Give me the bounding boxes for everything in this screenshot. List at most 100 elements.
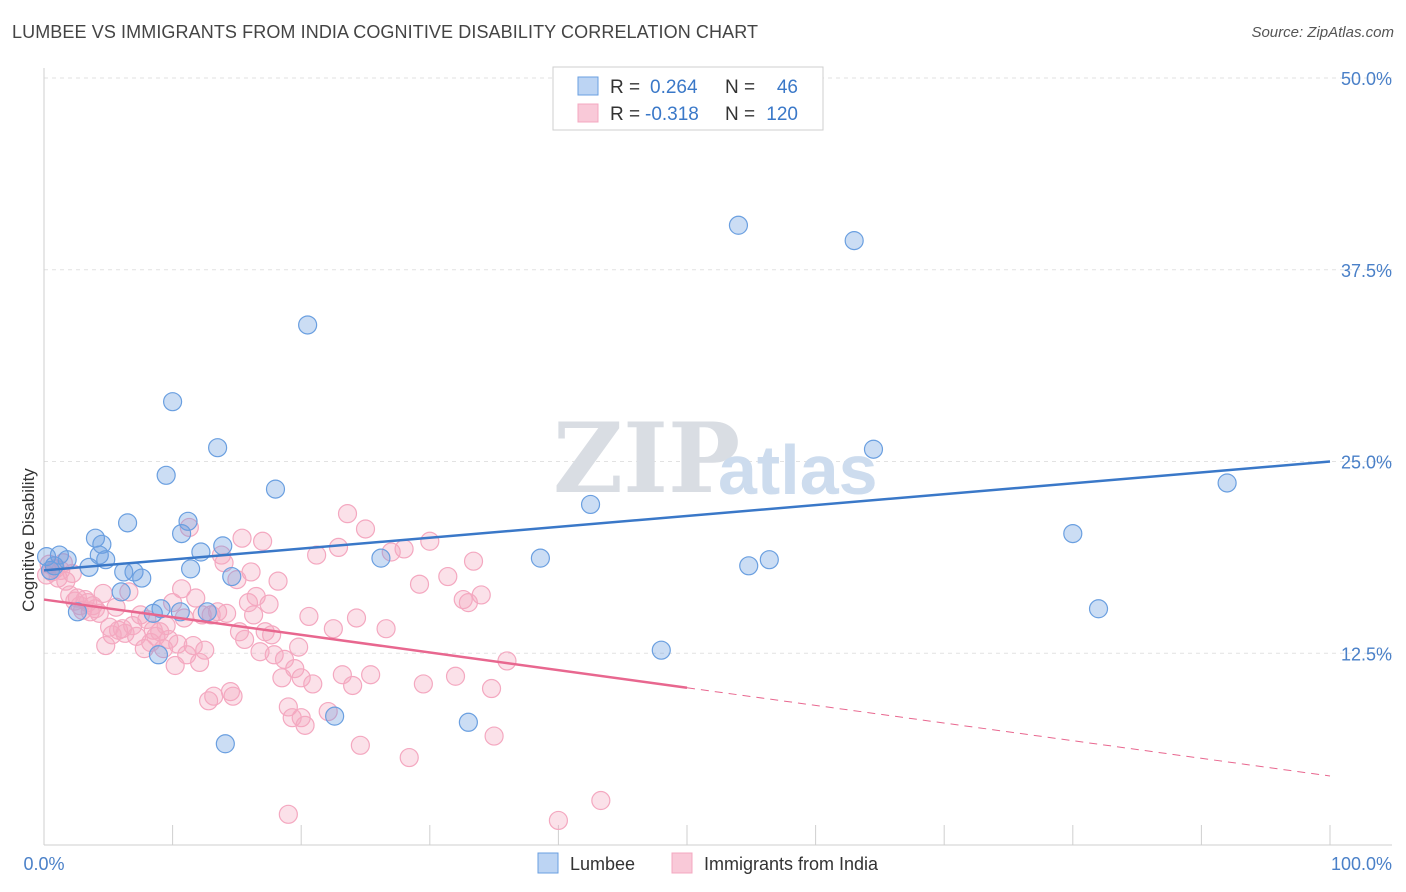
india-point-93 xyxy=(343,675,363,696)
correlation-legend: R = 0.264 N = 46 R = -0.318 N = 120 xyxy=(552,66,824,131)
lumbee-point-15 xyxy=(132,568,152,588)
lumbee-point-45 xyxy=(1088,599,1109,619)
lumbee-point-5 xyxy=(67,602,88,622)
india-point-73 xyxy=(259,594,279,614)
lumbee-point-13 xyxy=(117,513,138,533)
lumbee-trend-line xyxy=(43,460,1331,572)
india-point-38 xyxy=(153,639,174,659)
lumbee-point-19 xyxy=(156,465,176,485)
watermark-zip: ZIP xyxy=(553,402,740,515)
india-point-66 xyxy=(238,593,259,613)
india-point-83 xyxy=(291,668,311,688)
india-point-95 xyxy=(350,735,370,755)
legend-n-value-2: 120 xyxy=(766,104,798,125)
india-point-75 xyxy=(264,645,284,665)
india-point-82 xyxy=(289,637,309,657)
india-point-92 xyxy=(337,504,358,524)
india-point-61 xyxy=(223,686,243,706)
lumbee-point-35 xyxy=(458,712,478,732)
lumbee-point-37 xyxy=(580,494,601,515)
lumbee-point-33 xyxy=(325,706,345,726)
india-point-65 xyxy=(235,629,255,650)
y-tick-label-1: 25.0% xyxy=(1341,453,1392,473)
india-point-90 xyxy=(328,537,349,558)
india-point-48 xyxy=(183,635,203,656)
india-point-20 xyxy=(93,583,113,604)
y-tick-labels: 12.5% 25.0% 37.5% 50.0% xyxy=(1341,69,1392,664)
lumbee-point-36 xyxy=(530,548,550,568)
lumbee-point-29 xyxy=(215,734,235,754)
lumbee-point-27 xyxy=(208,438,228,458)
india-point-107 xyxy=(453,589,473,610)
x-tick-labels: 0.0% 100.0% xyxy=(23,854,1392,874)
india-point-21 xyxy=(96,635,116,656)
lumbee-point-18 xyxy=(151,599,171,619)
india-point-89 xyxy=(323,619,343,639)
source-label: Source: ZipAtlas.com xyxy=(1251,24,1394,41)
y-axis-label: Cognitive Disability xyxy=(19,468,38,612)
lumbee-point-39 xyxy=(728,215,749,235)
x-tick-label-1: 100.0% xyxy=(1331,854,1392,874)
india-point-29 xyxy=(123,616,143,636)
lumbee-point-11 xyxy=(111,582,131,602)
india-point-27 xyxy=(115,623,135,643)
india-point-97 xyxy=(361,665,381,685)
india-point-44 xyxy=(172,579,192,599)
legend-n-label-1: N = xyxy=(725,77,755,98)
bottom-legend-swatch-india xyxy=(671,852,693,874)
india-trend-line-solid xyxy=(43,598,688,690)
bottom-legend-swatch-lumbee xyxy=(537,852,559,874)
lumbee-point-28 xyxy=(213,536,233,556)
india-point-104 xyxy=(420,531,440,551)
india-trend-line-dashed xyxy=(686,687,1331,777)
india-point-116 xyxy=(591,790,611,811)
lumbee-point-43 xyxy=(863,439,884,459)
india-point-52 xyxy=(195,640,215,660)
india-point-68 xyxy=(244,605,264,625)
lumbee-point-24 xyxy=(181,559,201,579)
india-point-71 xyxy=(253,531,273,551)
india-point-100 xyxy=(394,539,414,559)
lumbee-point-22 xyxy=(172,523,192,544)
legend-swatch-lumbee xyxy=(577,76,599,96)
legend-r-label-2: R = xyxy=(610,104,640,125)
india-point-113 xyxy=(497,651,517,671)
y-tick-label-3: 50.0% xyxy=(1341,69,1392,89)
legend-r-value-2: -0.318 xyxy=(645,104,699,125)
india-point-106 xyxy=(445,666,466,686)
india-point-101 xyxy=(399,747,419,768)
india-point-102 xyxy=(409,574,430,594)
india-point-76 xyxy=(268,571,288,591)
india-point-117 xyxy=(291,708,311,728)
india-point-49 xyxy=(186,588,206,608)
india-point-112 xyxy=(484,726,504,746)
india-point-86 xyxy=(303,674,323,694)
india-point-30 xyxy=(126,626,147,646)
legend-r-label-1: R = xyxy=(610,77,640,98)
india-point-59 xyxy=(217,603,237,623)
india-point-115 xyxy=(548,810,569,831)
lumbee-point-26 xyxy=(197,602,217,622)
y-tick-label-2: 37.5% xyxy=(1341,261,1392,281)
lumbee-point-20 xyxy=(163,392,183,412)
india-point-94 xyxy=(346,608,367,628)
india-point-109 xyxy=(463,551,484,571)
india-point-103 xyxy=(413,674,433,694)
india-point-114 xyxy=(278,804,298,824)
watermark: ZIP atlas xyxy=(553,402,878,515)
india-point-98 xyxy=(376,619,396,639)
india-point-50 xyxy=(190,652,210,673)
lumbee-point-31 xyxy=(265,479,286,499)
india-point-111 xyxy=(481,678,502,699)
india-point-105 xyxy=(438,566,458,587)
series-lumbee-points xyxy=(36,215,1237,754)
x-tick-label-0: 0.0% xyxy=(23,854,64,874)
axes xyxy=(43,68,1392,846)
bottom-legend-india: Immigrants from India xyxy=(704,854,879,874)
india-point-96 xyxy=(355,519,376,539)
series-legend: Lumbee Immigrants from India xyxy=(537,852,879,874)
india-point-79 xyxy=(278,697,298,717)
india-point-64 xyxy=(232,528,252,548)
lumbee-point-41 xyxy=(759,550,779,570)
legend-n-label-2: N = xyxy=(725,104,755,125)
